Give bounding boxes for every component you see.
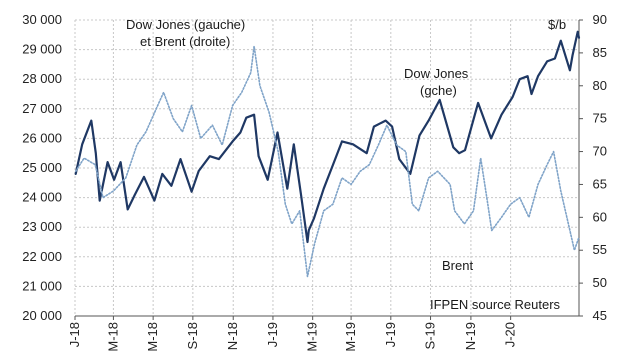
left-axis-tick-label: 20 000 (22, 308, 62, 323)
brent-series-line (74, 45, 580, 278)
dow-jones-label-line-2: (gche) (420, 83, 457, 98)
right-axis-tick-label: 55 (593, 242, 607, 257)
left-axis-tick-label: 30 000 (22, 12, 62, 27)
x-axis-tick-label: J-18 (67, 322, 82, 347)
left-axis-tick-label: 29 000 (22, 42, 62, 57)
left-axis-ticks: 20 000 21 000 22 000 23 000 24 000 25 000 26 0… (22, 12, 62, 323)
right-axis-tick-label: 60 (593, 209, 607, 224)
right-axis-tick-label: 65 (593, 176, 607, 191)
x-axis-ticks: J-18 M-18 M-18 S-18 N-18 J-19 M-19 M-19 J-19 S-19… (67, 315, 579, 352)
left-axis-tick-label: 28 000 (22, 71, 62, 86)
x-axis-tick-label: J-19 (383, 322, 398, 347)
right-axis-tick-label: 70 (593, 144, 607, 159)
x-axis-tick-label: S-18 (185, 322, 200, 349)
left-axis-tick-label: 25 000 (22, 160, 62, 175)
left-axis-tick-label: 22 000 (22, 249, 62, 264)
right-axis-unit: $/b (548, 17, 566, 32)
dow-jones-series-line (74, 30, 581, 244)
left-axis-tick-label: 26 000 (22, 130, 62, 145)
dow-jones-label-line-1: Dow Jones (404, 66, 469, 81)
x-axis-tick-label: N-19 (463, 322, 478, 350)
right-axis-tick-label: 50 (593, 275, 607, 290)
series-layer (74, 30, 581, 278)
left-axis-tick-label: 21 000 (22, 278, 62, 293)
x-axis-tick-label: M-18 (145, 322, 160, 352)
right-axis-tick-label: 75 (593, 111, 607, 126)
right-axis-tick-label: 90 (593, 12, 607, 27)
source-note: IFPEN source Reuters (430, 297, 561, 312)
right-axis-tick-label: 80 (593, 78, 607, 93)
title-line-2: et Brent (droite) (140, 34, 230, 49)
title-line-1: Dow Jones (gauche) (126, 17, 245, 32)
x-axis-tick-label: N-18 (225, 322, 240, 350)
grid (74, 19, 579, 317)
x-axis-tick-label: M-18 (105, 322, 120, 352)
x-axis-tick-label: S-19 (423, 322, 438, 349)
x-axis-tick-label: J-19 (265, 322, 280, 347)
left-axis-tick-label: 24 000 (22, 190, 62, 205)
x-axis-tick-label: M-19 (343, 322, 358, 352)
right-axis-tick-label: 85 (593, 45, 607, 60)
right-axis-ticks: 45 50 55 60 65 70 75 80 85 90 (578, 12, 607, 323)
x-axis-tick-label: J-20 (503, 322, 518, 347)
x-axis-tick-label: M-19 (305, 322, 320, 352)
brent-label: Brent (442, 258, 473, 273)
right-axis-tick-label: 45 (593, 308, 607, 323)
left-axis-tick-label: 27 000 (22, 101, 62, 116)
left-axis-tick-label: 23 000 (22, 219, 62, 234)
